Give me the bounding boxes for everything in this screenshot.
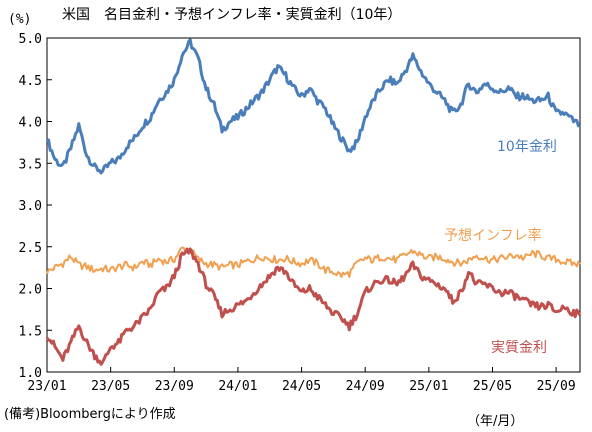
series-label-real: 実質金利: [491, 340, 547, 356]
y-tick-label: 5.0: [19, 32, 42, 47]
series-label-inflation: 予想インフレ率: [444, 227, 542, 244]
x-tick-label: 23/09: [155, 379, 194, 394]
nominal-yield-line: [45, 38, 581, 175]
y-tick-label: 3.0: [19, 199, 42, 214]
x-tick-label: 25/05: [473, 379, 512, 394]
y-tick-label: 1.0: [19, 366, 42, 381]
y-tick-label: 2.0: [19, 283, 42, 298]
y-tick-label: 1.5: [19, 324, 42, 339]
x-tick-label: 24/09: [346, 379, 385, 394]
y-unit-label: (%): [8, 12, 31, 27]
plot-area: 5.04.54.03.53.02.52.01.51.0 23/01 23/05 23…: [19, 32, 582, 394]
series-lines: [45, 38, 582, 366]
y-tick-label: 3.5: [19, 157, 42, 172]
y-tick-label: 2.5: [19, 241, 42, 256]
source-note: (備考)Bloombergにより作成: [4, 406, 176, 422]
chart-title: 米国 名目金利・予想インフレ率・実質金利（10年）: [62, 6, 401, 23]
x-axis: 23/01 23/05 23/09 24/01 24/05 24/09 25/01 25/05…: [27, 367, 576, 394]
x-tick-label: 23/01: [27, 379, 66, 394]
y-tick-label: 4.0: [19, 116, 42, 131]
x-unit-label: （年/月）: [467, 414, 523, 429]
x-tick-label: 24/01: [218, 379, 257, 394]
y-axis: 5.0 4.5 4.0 3.5 3.0 2.5 2.0 1.5 1.0: [19, 32, 52, 381]
real-yield-line: [45, 247, 582, 366]
x-tick-label: 24/05: [282, 379, 321, 394]
x-tick-label: 23/05: [91, 379, 130, 394]
x-tick-label: 25/09: [537, 379, 576, 394]
inflation-expectation-line: [46, 246, 581, 278]
y-tick-label: 4.5: [19, 74, 42, 89]
x-tick-label: 25/01: [409, 379, 448, 394]
series-label-nominal: 10年金利: [497, 139, 557, 155]
